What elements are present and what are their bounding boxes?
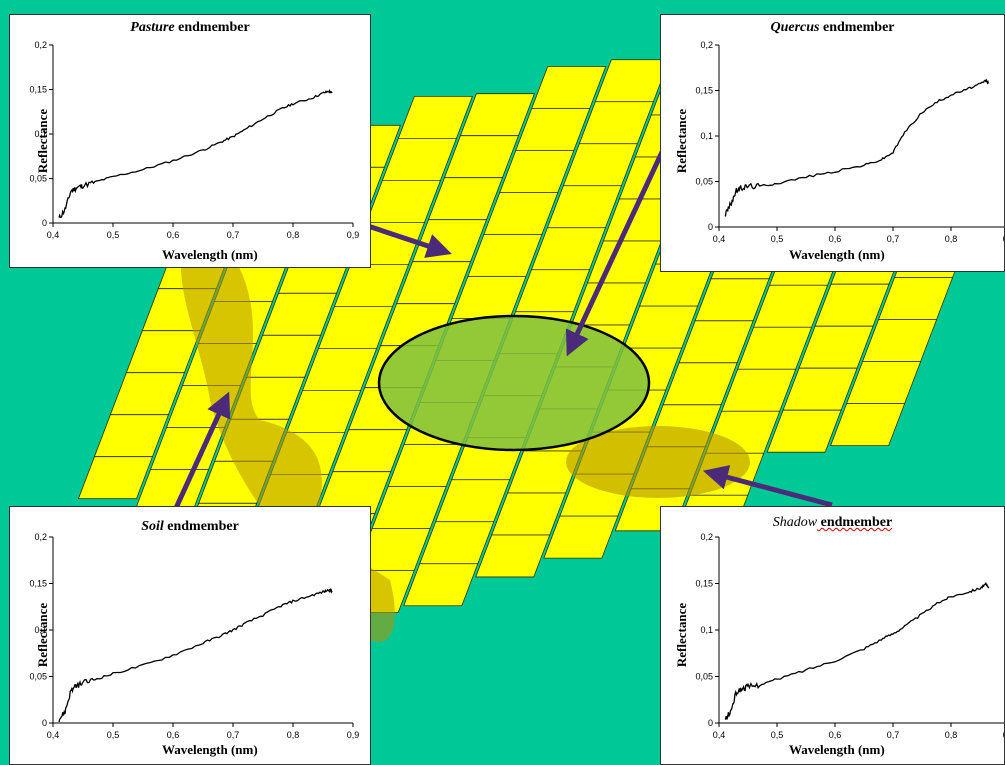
spectrum-line	[724, 581, 990, 720]
y-tick-label: 0,2	[34, 532, 47, 542]
panel-title-species: Pasture	[130, 20, 175, 35]
x-tick-label: 0,5	[771, 234, 784, 244]
pasture-spectrum-chart: 0 0,05 0,1 0,15 0,2 0,4 0,5 0,6 0,7 0,8 0,9	[29, 40, 360, 240]
panel-title-suffix: endmember	[163, 519, 239, 534]
y-tick-label: 0	[42, 718, 47, 728]
x-tick-label: 0,4	[713, 730, 726, 740]
y-tick-label: 0,2	[700, 532, 713, 542]
crown-tile	[403, 563, 479, 607]
panel-title-suffix: endmember	[174, 20, 250, 35]
y-axis-label: Reflectance	[35, 108, 50, 174]
panel-title: Pasture endmember	[10, 20, 370, 36]
y-axis-label: Reflectance	[674, 108, 689, 174]
pasture-endmember-panel: Pasture endmember 0 0,05 0,1 0,15 0,2 0,4 0,5 0…	[9, 14, 371, 268]
quercus-crown-ellipse	[377, 314, 651, 452]
soil-arrow	[173, 391, 231, 510]
quercus-spectrum-chart: 0 0,05 0,1 0,15 0,2 0,4 0,5 0,6 0,7 0,8 0,9	[695, 40, 1005, 244]
soil-area	[180, 235, 395, 642]
crown-tile	[77, 456, 154, 500]
panel-title-species: Shadow	[772, 515, 818, 530]
panel-title-suffix: endmember	[817, 515, 893, 530]
x-tick-label: 0,8	[945, 234, 958, 244]
spectrum-line	[724, 78, 989, 217]
x-tick-label: 0,5	[107, 730, 120, 740]
crown-tile	[543, 515, 619, 559]
x-axis-label: Wavelength (nm)	[789, 247, 885, 262]
panel-title-species: Soil	[141, 519, 164, 534]
y-axis-label: Reflectance	[35, 602, 50, 668]
y-tick-label: 0,05	[29, 672, 47, 682]
x-tick-label: 0,6	[167, 230, 180, 240]
x-tick-label: 0,6	[167, 730, 180, 740]
y-tick-label: 0	[708, 222, 713, 232]
crown-tile	[766, 409, 842, 453]
x-tick-label: 0,9	[1003, 234, 1005, 244]
panel-title: Soil endmember	[10, 519, 370, 535]
spectrum-line	[58, 587, 333, 723]
shadow-spectrum-chart: 0 0,05 0,1 0,15 0,2 0,4 0,5 0,6 0,7 0,8 0,9	[695, 532, 1005, 740]
y-tick-label: 0,05	[695, 177, 713, 187]
soil-endmember-panel: Soil endmember 0 0,05 0,1 0,15 0,2 0,4 0,5 0,6 0…	[9, 506, 371, 765]
y-tick-label: 0,15	[29, 85, 47, 95]
y-tick-label: 0,1	[34, 129, 47, 139]
crown-tile	[830, 403, 906, 447]
crown-tile	[475, 534, 551, 578]
panel-title-suffix: endmember	[819, 20, 895, 35]
shadow-arrow	[702, 465, 833, 508]
x-axis-label: Wavelength (nm)	[162, 247, 258, 262]
x-tick-label: 0,5	[107, 230, 120, 240]
x-tick-label: 0,4	[713, 234, 726, 244]
quercus-arrow	[565, 150, 665, 357]
x-tick-label: 0,7	[887, 730, 900, 740]
y-tick-label: 0	[708, 718, 713, 728]
shadow-endmember-panel: Shadow endmember 0 0,05 0,1 0,15 0,2 0,4 0,5 0,…	[660, 506, 1005, 765]
quercus-endmember-panel: Quercus endmember 0 0,05 0,1 0,15 0,2 0,4 0,5 0…	[660, 14, 1005, 272]
x-tick-label: 0,8	[287, 730, 300, 740]
y-tick-label: 0,15	[29, 579, 47, 589]
panel-title-species: Quercus	[770, 20, 820, 35]
y-tick-label: 0,1	[700, 625, 713, 635]
panel-title: Shadow endmember	[661, 515, 1004, 531]
y-tick-label: 0,15	[695, 86, 713, 96]
x-tick-label: 0,9	[1003, 730, 1005, 740]
x-tick-label: 0,8	[287, 230, 300, 240]
x-tick-label: 0,6	[829, 730, 842, 740]
pasture-arrow	[364, 222, 452, 258]
x-tick-label: 0,6	[829, 234, 842, 244]
x-tick-label: 0,9	[347, 230, 360, 240]
panel-title: Quercus endmember	[661, 20, 1004, 36]
y-axis-label: Reflectance	[674, 602, 689, 668]
spectrum-line	[58, 88, 333, 219]
x-tick-label: 0,8	[945, 730, 958, 740]
x-tick-label: 0,5	[771, 730, 784, 740]
y-tick-label: 0,1	[34, 625, 47, 635]
x-tick-label: 0,7	[227, 730, 240, 740]
y-tick-label: 0,2	[34, 40, 47, 50]
x-axis-label: Wavelength (nm)	[789, 742, 885, 757]
y-tick-label: 0,1	[700, 131, 713, 141]
y-tick-label: 0,05	[29, 174, 47, 184]
x-axis-label: Wavelength (nm)	[162, 742, 258, 757]
x-tick-label: 0,7	[227, 230, 240, 240]
x-tick-label: 0,4	[47, 730, 60, 740]
x-tick-label: 0,4	[47, 230, 60, 240]
soil-spectrum-chart: 0 0,05 0,1 0,15 0,2 0,4 0,5 0,6 0,7 0,8 0,9	[29, 532, 360, 740]
y-tick-label: 0,05	[695, 672, 713, 682]
x-tick-label: 0,7	[887, 234, 900, 244]
x-tick-label: 0,9	[347, 730, 360, 740]
y-tick-label: 0,2	[700, 40, 713, 50]
y-tick-label: 0	[42, 218, 47, 228]
y-tick-label: 0,15	[695, 579, 713, 589]
